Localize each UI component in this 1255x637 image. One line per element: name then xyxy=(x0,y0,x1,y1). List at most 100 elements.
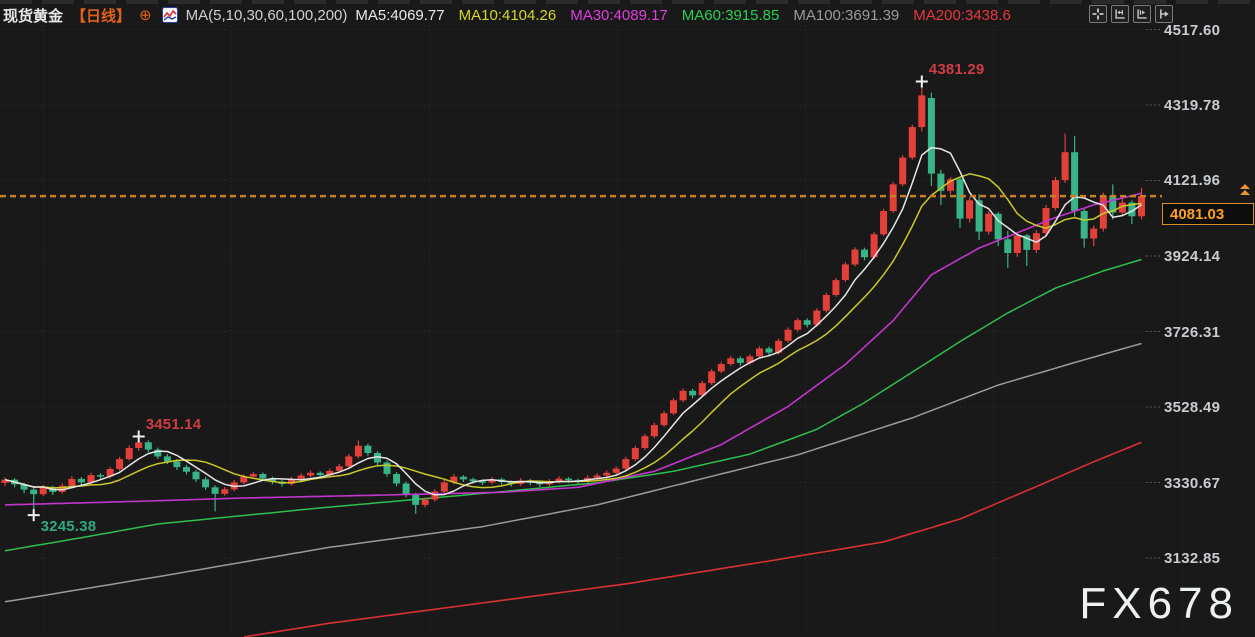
candle-body xyxy=(918,95,926,128)
period-label: 【日线】 xyxy=(71,7,132,25)
candle-body xyxy=(698,383,706,396)
candle-body xyxy=(803,320,811,325)
candle-body xyxy=(880,211,888,235)
legend-ma5: MA5:4069.77 xyxy=(355,6,445,24)
candle-body xyxy=(536,482,544,485)
move-tool-icon[interactable] xyxy=(1089,5,1107,23)
candle-body xyxy=(1138,196,1145,217)
candle-body xyxy=(689,390,697,396)
candle-body xyxy=(383,462,391,474)
candle-body xyxy=(994,213,1002,240)
candle-body xyxy=(813,310,821,325)
candles-group xyxy=(1,81,1145,516)
candle-body xyxy=(211,487,219,494)
ma-indicator-label: MA(5,10,30,60,100,200) xyxy=(185,6,348,24)
candle-body xyxy=(966,200,974,219)
compress-left-icon[interactable] xyxy=(1111,5,1129,23)
chart-toolbar xyxy=(1089,5,1173,23)
price-arrows-icon[interactable] xyxy=(1240,184,1250,196)
jump-to-latest-icon[interactable] xyxy=(1155,5,1173,23)
peak-marker-cross xyxy=(132,430,145,443)
symbol-title: 现货黄金 xyxy=(3,7,64,25)
candle-body xyxy=(775,340,783,353)
candle-body xyxy=(106,469,114,477)
candle-body xyxy=(784,329,792,341)
ma10-line xyxy=(4,173,1142,489)
candle-body xyxy=(144,442,152,450)
candle-body xyxy=(746,356,754,363)
ma100-line xyxy=(4,342,1142,603)
top-edge-strip xyxy=(0,0,1255,4)
legend-ma100: MA100:3691.39 xyxy=(793,6,900,24)
candle-body xyxy=(593,475,601,478)
candle-body xyxy=(985,213,993,232)
candle-body xyxy=(421,499,429,505)
candle-body xyxy=(297,475,305,479)
candle-body xyxy=(708,371,716,384)
candle-body xyxy=(364,445,372,453)
candle-body xyxy=(393,474,401,484)
candle-body xyxy=(1061,152,1069,181)
candle-body xyxy=(479,481,486,483)
candle-body xyxy=(1052,180,1059,208)
candle-body xyxy=(679,390,687,401)
candle-body xyxy=(670,400,677,414)
candle-body xyxy=(507,482,515,484)
candle-body xyxy=(1071,152,1079,211)
candle-body xyxy=(335,466,343,471)
candle-body xyxy=(58,485,66,492)
candle-body xyxy=(908,127,916,158)
candle-body xyxy=(1,479,9,483)
candle-body xyxy=(202,479,210,488)
ma60-line xyxy=(4,258,1142,552)
legend-ma60: MA60:3915.85 xyxy=(681,6,780,24)
ma30-line xyxy=(4,192,1142,506)
add-indicator-button[interactable]: ⊕ xyxy=(139,6,152,24)
candle-body xyxy=(1128,202,1136,217)
candle-body xyxy=(765,348,773,353)
kline-logo-icon xyxy=(161,7,178,23)
candle-body xyxy=(402,483,410,495)
candle-body xyxy=(870,234,878,258)
peak-marker-cross xyxy=(27,509,40,522)
candle-body xyxy=(650,425,658,437)
candle-body xyxy=(899,157,907,185)
compress-right-icon[interactable] xyxy=(1133,5,1151,23)
candle-body xyxy=(374,453,381,463)
current-price-value: 4081.03 xyxy=(1170,205,1225,223)
candle-body xyxy=(163,456,171,462)
candle-body xyxy=(956,179,964,219)
candle-body xyxy=(1004,239,1012,253)
candle-body xyxy=(87,475,95,483)
candle-body xyxy=(116,459,124,469)
legend-ma30: MA30:4089.17 xyxy=(570,6,668,24)
candle-body xyxy=(77,478,85,483)
candle-body xyxy=(221,489,229,494)
candle-body xyxy=(851,249,859,265)
candle-body xyxy=(947,179,954,191)
candle-body xyxy=(1118,202,1126,213)
candle-body xyxy=(832,280,840,295)
candle-body xyxy=(937,173,945,191)
candle-body xyxy=(354,445,362,457)
candle-body xyxy=(39,487,47,495)
candle-body xyxy=(717,364,725,372)
candle-body xyxy=(794,320,802,330)
candle-body xyxy=(240,476,248,483)
candle-body xyxy=(469,479,477,482)
candle-body xyxy=(316,472,324,476)
candle-body xyxy=(822,295,830,311)
price-annotation: 4381.29 xyxy=(928,60,985,78)
candle-body xyxy=(459,476,467,480)
candle-body xyxy=(97,475,104,477)
candle-body xyxy=(889,184,897,211)
ma5-line xyxy=(4,146,1142,496)
ma-legend: MA5:4069.77 MA10:4104.26 MA30:4089.17 MA60:… xyxy=(355,7,1010,24)
ma200-line xyxy=(243,441,1142,637)
candle-body xyxy=(20,484,28,490)
candle-body xyxy=(412,494,420,505)
candle-body xyxy=(154,449,162,457)
candle-body xyxy=(307,472,315,476)
